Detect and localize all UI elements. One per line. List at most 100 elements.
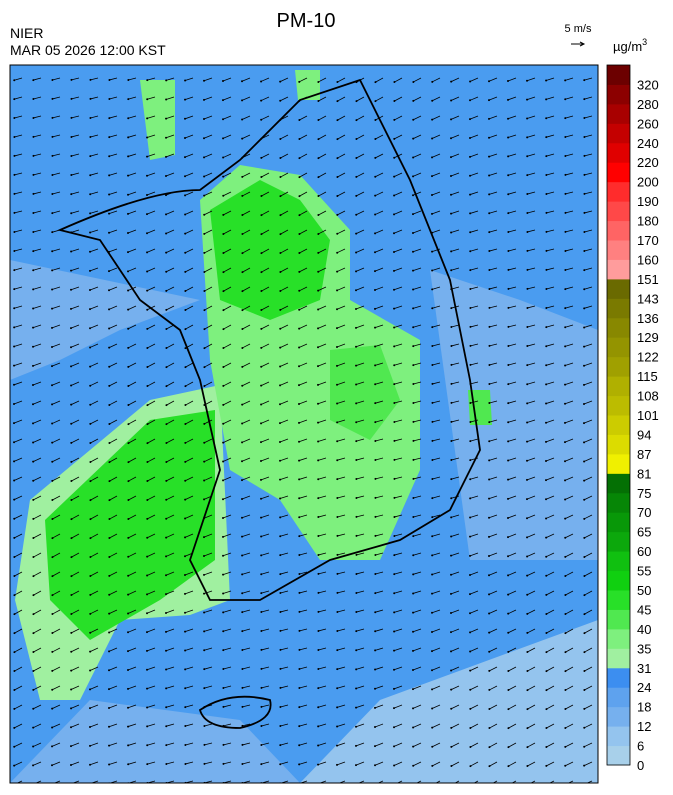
wind-arrow-head [260,308,263,311]
wind-arrow [203,495,213,500]
wind-arrow [507,457,517,461]
wind-arrow-head [70,307,73,310]
wind-arrow [260,400,270,405]
wind-arrow [89,761,99,766]
wind-arrow-head [146,442,149,445]
wind-arrow-head [317,402,320,405]
wind-arrow [336,723,346,727]
wind-arrow [299,571,308,575]
wind-arrow-head [545,230,548,233]
wind-arrow [90,609,99,615]
wind-arrow [450,172,460,177]
wind-arrow-head [165,423,168,426]
wind-arrow [375,609,384,613]
wind-arrow-head [279,99,282,102]
wind-arrow [52,590,61,596]
wind-arrow-head [469,516,472,519]
wind-arrow [14,571,23,577]
colorbar-label: 101 [637,408,659,423]
wind-arrow-head [393,477,396,480]
wind-arrow-head [13,517,16,520]
wind-arrow [298,457,308,461]
wind-arrow [89,362,99,367]
colorbar-segment [607,687,630,708]
wind-arrow [526,514,536,519]
wind-arrow-head [279,137,282,140]
wind-arrow-head [507,383,510,386]
field-green [295,70,320,100]
wind-arrow-head [374,611,377,614]
wind-arrow-head [70,346,73,349]
wind-arrow-head [431,420,434,423]
wind-arrow-head [13,269,16,272]
wind-arrow-head [279,271,282,274]
wind-arrow [413,343,422,347]
wind-arrow-head [108,706,111,709]
wind-arrow [109,400,118,406]
wind-arrow [13,438,23,443]
wind-arrow [565,647,574,653]
wind-arrow-head [70,688,73,691]
wind-arrow [450,685,460,690]
wind-arrow [470,457,479,461]
wind-arrow [279,476,289,481]
wind-arrow [147,381,156,387]
wind-arrow [184,533,194,538]
wind-arrow [318,267,327,273]
wind-arrow-head [507,402,510,405]
wind-arrow [70,685,80,690]
wind-arrow [337,590,346,594]
wind-arrow [147,286,156,292]
wind-arrow-head [583,726,586,729]
wind-arrow [451,438,460,442]
wind-arrow-head [51,707,54,710]
wind-arrow [375,191,384,197]
wind-arrow-head [51,231,54,234]
wind-arrow-head [13,307,16,310]
wind-arrow-head [526,402,529,405]
wind-arrow-head [241,649,244,652]
wind-arrow [127,590,137,595]
wind-arrow [393,267,403,272]
wind-arrow [470,685,479,691]
wind-arrow-head [13,173,16,176]
wind-arrow-head [108,612,111,615]
wind-arrow [89,704,99,709]
wind-arrow-head [526,79,529,82]
wind-arrow [33,704,42,710]
wind-arrow-head [545,708,548,711]
wind-arrow-head [279,252,282,255]
colorbar-segment [607,356,630,377]
wind-arrow [280,191,289,197]
wind-arrow [473,780,479,783]
wind-arrow [393,685,403,690]
wind-arrow-head [70,403,73,406]
wind-arrow [394,438,403,442]
wind-arrow [318,115,327,121]
wind-arrow-head [146,270,149,273]
wind-arrow [204,286,213,292]
wind-arrow [184,96,194,101]
wind-arrow [280,723,289,727]
wind-arrow [355,229,365,234]
wind-arrow-head [184,574,187,577]
wind-arrow-head [393,269,396,272]
wind-arrow-head [469,250,472,253]
wind-arrow-head [260,327,263,330]
unit-power: 3 [642,37,647,47]
wind-arrow [565,267,574,271]
wind-arrow [166,704,175,708]
wind-arrow-head [564,268,567,271]
wind-arrow [146,704,156,708]
wind-arrow [412,210,422,215]
wind-arrow-head [545,612,548,615]
wind-arrow-head [51,78,54,81]
wind-arrow-head [70,384,73,387]
wind-arrow [127,172,137,176]
wind-arrow-head [222,686,225,689]
wind-arrow [356,134,365,140]
wind-arrow [222,590,232,594]
wind-arrow-head [32,783,34,785]
wind-arrow-head [146,117,149,120]
wind-arrow-head [222,384,225,387]
